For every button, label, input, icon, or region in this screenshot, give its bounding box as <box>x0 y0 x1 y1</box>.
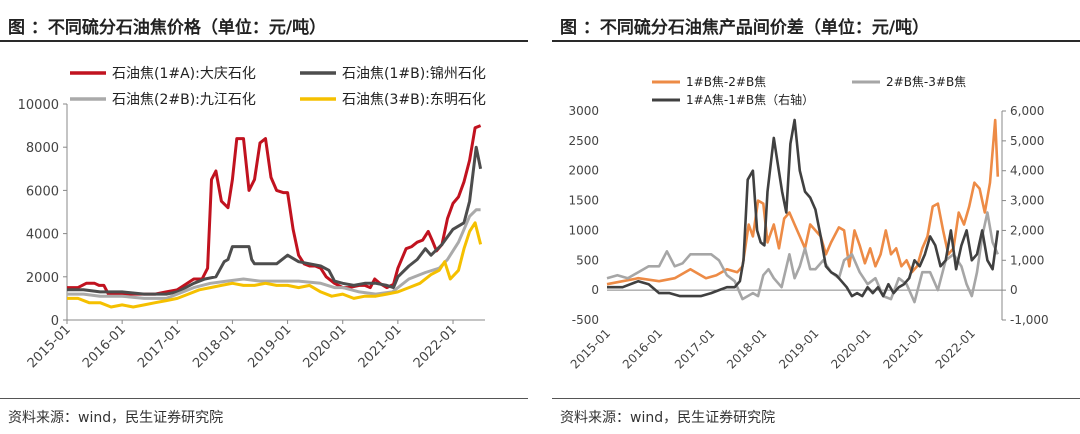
y2-tick-label: 3,000 <box>1010 194 1044 208</box>
y-tick-label: 10000 <box>18 98 59 113</box>
legend-label: 2#B焦-3#B焦 <box>886 75 966 89</box>
chart-title: 图 ：不同硫分石油焦产品间价差（单位：元/吨） <box>560 18 930 38</box>
y-tick-label: 1000 <box>568 223 599 237</box>
y-tick-label: 500 <box>576 253 599 267</box>
x-tick-label: 2021-01 <box>356 322 405 371</box>
x-tick-label: 2017-01 <box>672 326 717 371</box>
y-tick-label: 0 <box>591 283 599 297</box>
x-tick-label: 2016-01 <box>80 322 129 371</box>
y2-tick-label: 6,000 <box>1010 104 1044 118</box>
legend-label: 石油焦(3#B):东明石化 <box>342 92 486 108</box>
x-tick-label: 2016-01 <box>620 326 665 371</box>
y-tick-label: 8000 <box>26 141 59 156</box>
y-tick-label: 2000 <box>568 164 599 178</box>
y2-tick-label: 5,000 <box>1010 134 1044 148</box>
footer-rule <box>552 398 1080 399</box>
y-tick-label: 0 <box>51 314 59 329</box>
y2-tick-label: 2,000 <box>1010 223 1044 237</box>
y2-tick-label: 4,000 <box>1010 164 1044 178</box>
title-rule <box>0 40 528 42</box>
x-tick-label: 2020-01 <box>828 326 873 371</box>
x-tick-label: 2021-01 <box>880 326 925 371</box>
y2-tick-label: -1,000 <box>1010 313 1049 327</box>
y-tick-label: 6000 <box>26 184 59 199</box>
y-tick-label: 4000 <box>26 228 59 243</box>
y-tick-label: -500 <box>572 313 599 327</box>
x-tick-label: 2019-01 <box>776 326 821 371</box>
legend-label: 1#A焦-1#B焦（右轴） <box>686 92 814 107</box>
series-line <box>67 221 483 309</box>
legend-label: 石油焦(1#A):大庆石化 <box>112 66 256 82</box>
legend-label: 1#B焦-2#B焦 <box>686 75 766 89</box>
y2-tick-label: 0 <box>1010 283 1018 297</box>
series-line <box>67 145 483 296</box>
legend-label: 石油焦(1#B):锦州石化 <box>342 65 486 82</box>
y-tick-label: 3000 <box>568 104 599 118</box>
left-chart-panel: 图 ：不同硫分石油焦价格（单位：元/吨） 0 2000 4000 6000 8000 10… <box>0 0 528 434</box>
title-rule <box>552 40 1080 42</box>
source-note: 资料来源：wind，民生证券研究院 <box>8 410 224 426</box>
x-tick-label: 2022-01 <box>411 322 460 371</box>
series-line <box>607 118 1000 298</box>
x-tick-label: 2015-01 <box>568 326 613 371</box>
y-tick-label: 2500 <box>568 134 599 148</box>
series-line <box>67 124 482 296</box>
x-tick-label: 2015-01 <box>25 322 74 371</box>
spread-line-chart: -500 0 500 1000 1500 2000 2500 3000 -1,000 0 1,000… <box>568 75 1049 372</box>
x-tick-label: 2018-01 <box>724 326 769 371</box>
footer-rule <box>0 398 528 399</box>
price-line-chart: 0 2000 4000 6000 8000 10000 2015-01 2016-01 2017… <box>18 65 486 371</box>
x-tick-label: 2020-01 <box>301 322 350 371</box>
x-tick-label: 2017-01 <box>135 322 184 371</box>
chart-title: 图 ：不同硫分石油焦价格（单位：元/吨） <box>8 18 327 38</box>
x-tick-label: 2019-01 <box>245 322 294 371</box>
y-tick-label: 1500 <box>568 194 599 208</box>
x-tick-label: 2022-01 <box>933 326 978 371</box>
x-tick-label: 2018-01 <box>190 322 239 371</box>
legend-label: 石油焦(2#B):九江石化 <box>112 92 256 108</box>
y-tick-label: 2000 <box>26 271 59 286</box>
right-chart-panel: 图 ：不同硫分石油焦产品间价差（单位：元/吨） -500 0 500 1000 1500… <box>552 0 1080 434</box>
y2-tick-label: 1,000 <box>1010 253 1044 267</box>
source-note: 资料来源：wind，民生证券研究院 <box>560 410 776 426</box>
